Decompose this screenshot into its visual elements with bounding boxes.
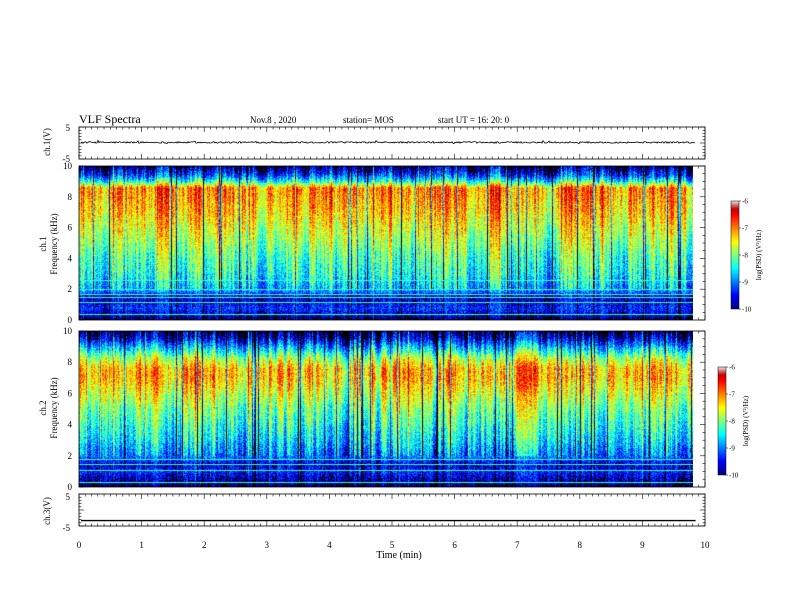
freq-tick-label: 0 [68,482,73,492]
colorbar-tick-label: -7 [729,391,735,399]
colorbar-tick-label: -9 [742,279,748,287]
freq-tick-label: 2 [68,284,73,294]
freq-tick-label: 10 [63,326,73,336]
freq-tick-label: 0 [68,315,73,325]
ch2-colorbar-label: log(PSD) (V²/Hz) [742,395,750,446]
ch1-ytick-top: 5 [66,123,71,133]
time-tick-label: 8 [578,540,583,550]
ch1-ytick-bottom: -5 [63,154,71,164]
ch1-waveform-ylabel: ch.1(V) [42,128,52,156]
ch1-spectrogram-image [79,166,693,320]
colorbar-tick-label: -10 [742,306,752,314]
time-tick-label: 4 [327,540,332,550]
ch1-waveform-line [80,139,696,145]
ch1-spectrogram-panel: ch.1 Frequency (kHz) 0 2 4 6 8 10 -6 -7 -8 -9 -10… [38,161,763,325]
start-time-label: start UT = 16: 20: 0 [438,115,510,125]
time-tick-label: 0 [77,540,82,550]
colorbar-tick-label: -9 [729,445,735,453]
colorbar-tick-label: -8 [742,252,748,260]
ch1-spec-ylabel-channel: ch.1 [38,236,48,251]
time-tick-label: 7 [515,540,520,550]
station-label: station= MOS [343,115,394,125]
time-tick-label: 1 [139,540,144,550]
colorbar-tick-label: -10 [729,472,739,480]
freq-tick-label: 10 [63,161,73,171]
ch1-waveform-frame [78,126,706,160]
ch2-colorbar-ticks: -6 -7 -8 -9 -10 [726,364,739,480]
ch1-waveform-ticks [78,126,706,160]
figure-title: VLF Spectra [79,112,141,126]
ch1-spectrogram-frame [78,165,706,321]
ch2-spectrogram-frame [78,330,706,488]
time-axis-label: Time (min) [376,550,421,561]
colorbar-tick-label: -6 [742,198,748,206]
ch2-spec-ylabel-frequency: Frequency (kHz) [49,377,59,438]
freq-tick-label: 6 [68,388,73,398]
colorbar-tick-label: -8 [729,418,735,426]
ch3-ytick-top: 5 [66,492,71,502]
time-tick-label: 3 [265,540,270,550]
ch1-waveform-panel: ch.1(V) 5 -5 [42,123,706,164]
ch2-spec-ytick-labels: 0 2 4 6 8 10 [63,326,73,492]
freq-tick-label: 4 [68,420,73,430]
time-tick-label: 10 [701,540,711,550]
freq-tick-label: 4 [68,253,73,263]
ch1-colorbar-label: log(PSD) (V²/Hz) [755,229,763,280]
ch3-waveform-ylabel: ch.3(V) [42,497,52,525]
freq-tick-label: 8 [68,192,73,202]
ch2-spectrogram-image [79,331,693,487]
time-tick-label: 6 [452,540,457,550]
freq-tick-label: 6 [68,223,73,233]
freq-tick-label: 2 [68,451,73,461]
ch1-colorbar-ticks: -6 -7 -8 -9 -10 [739,198,752,314]
time-tick-label: 5 [390,540,395,550]
ch3-waveform-frame [78,493,706,527]
ch1-spec-ylabel-frequency: Frequency (kHz) [49,213,59,274]
colorbar-tick-label: -6 [729,364,735,372]
ch2-colorbar [718,367,726,475]
freq-tick-label: 8 [68,357,73,367]
time-tick-label: 9 [640,540,645,550]
date-label: Nov.8 , 2020 [250,115,297,125]
ch2-spec-ylabel-channel: ch.2 [38,400,48,415]
ch3-ytick-bottom: -5 [63,523,71,533]
time-axis-tick-labels: 0 1 2 3 4 5 6 7 8 9 10 [77,540,710,550]
ch1-spec-ytick-labels: 0 2 4 6 8 10 [63,161,73,325]
time-tick-label: 2 [202,540,207,550]
ch1-colorbar [731,201,739,309]
ch3-waveform-panel: ch.3(V) 5 -5 0 1 2 3 4 5 6 7 8 9 10 Time (min) [42,492,710,561]
ch2-spectrogram-panel: ch.2 Frequency (kHz) 0 2 4 6 8 10 -6 -7 -8 -9 -10… [38,326,750,492]
colorbar-tick-label: -7 [742,225,748,233]
